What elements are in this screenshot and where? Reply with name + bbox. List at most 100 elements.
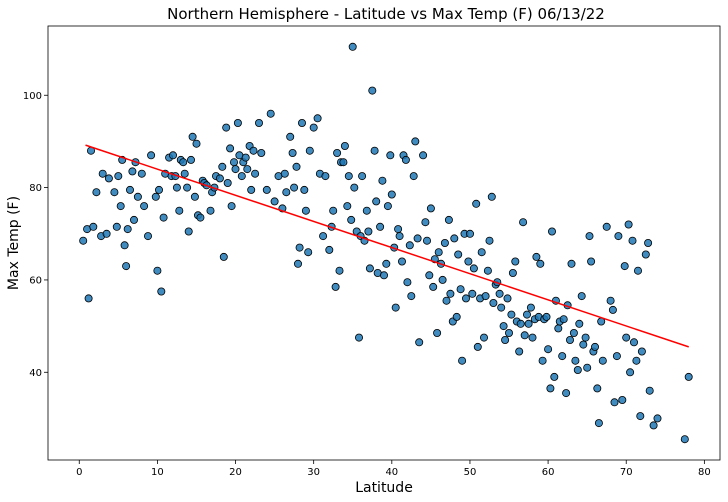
data-point [175,206,184,215]
x-tick-label: 30 [307,467,320,478]
data-point [358,172,367,181]
data-point [102,229,111,238]
data-point [215,174,224,183]
data-point [331,282,340,291]
data-point [394,225,403,234]
y-tick-label: 80 [29,183,42,194]
data-point [520,331,529,340]
data-point [481,292,490,301]
data-point [559,315,568,324]
y-tick-label: 40 [29,368,42,379]
data-point [401,155,410,164]
data-point [168,151,177,160]
data-point [469,264,478,273]
data-point [550,372,559,381]
data-point [354,333,363,342]
data-point [620,262,629,271]
data-point [329,206,338,215]
data-point [192,139,201,148]
data-point [516,319,525,328]
data-point [133,192,142,201]
data-point [301,206,310,215]
data-point [190,192,199,201]
data-point [472,199,481,208]
data-point [602,222,611,231]
data-point [581,333,590,342]
data-point [223,178,232,187]
data-point [362,206,371,215]
data-point [606,296,615,305]
data-point [562,389,571,398]
y-tick-label: 60 [29,275,42,286]
data-point [612,352,621,361]
data-point [159,213,168,222]
data-point [569,328,578,337]
data-point [433,328,442,337]
data-point [335,266,344,275]
data-point [628,236,637,245]
data-point [247,185,256,194]
data-point [147,151,156,160]
data-point [249,146,258,155]
data-point [504,328,513,337]
data-point [507,310,516,319]
data-point [450,234,459,243]
data-point [241,153,250,162]
data-point [319,232,328,241]
data-point [575,319,584,328]
data-point [438,275,447,284]
data-point [499,322,508,331]
data-point [368,86,377,95]
data-point [233,119,242,128]
data-point [434,248,443,257]
data-point [297,119,306,128]
data-point [340,141,349,150]
data-point [143,232,152,241]
data-point [508,268,517,277]
data-point [495,289,504,298]
y-tick-label: 100 [23,91,42,102]
data-point [383,202,392,211]
data-point [183,183,192,192]
data-point [222,123,231,132]
data-point [300,185,309,194]
data-point [251,169,260,178]
data-point [440,238,449,247]
data-point [257,148,266,157]
data-point [397,257,406,266]
data-point [483,266,492,275]
x-tick-label: 80 [698,467,711,478]
data-point [634,266,643,275]
data-point [370,146,379,155]
y-axis-ticks: 40 60 80 100 [23,91,48,379]
data-point [532,252,541,261]
data-point [577,292,586,301]
data-point [153,266,162,275]
data-point [231,165,240,174]
data-point [485,236,494,245]
data-point [89,222,98,231]
data-point [641,250,650,259]
data-point [219,252,228,261]
data-point [305,146,314,155]
data-point [378,176,387,185]
y-axis-label: Max Temp (F) [6,196,22,290]
data-point [425,271,434,280]
data-point [405,241,414,250]
data-point [528,333,537,342]
data-point [637,347,646,356]
data-point [313,114,322,123]
data-point [632,356,641,365]
data-point [465,229,474,238]
data-point [567,259,576,268]
data-point [395,232,404,241]
data-point [243,165,252,174]
data-point [583,363,592,372]
x-axis-ticks: 0 10 20 30 40 50 60 70 80 [76,460,711,478]
data-point [350,183,359,192]
data-point [598,356,607,365]
data-point [188,132,197,141]
data-point [295,243,304,252]
data-point [128,167,137,176]
